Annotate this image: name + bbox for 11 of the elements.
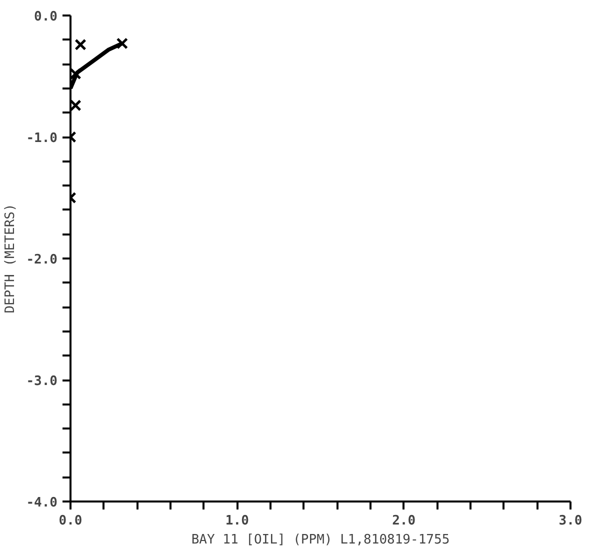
y-tick-label: -1.0 (26, 131, 58, 146)
x-axis-title: BAY 11 [OIL] (PPM) L1,810819-1755 (191, 532, 450, 548)
x-tick-label: 2.0 (392, 514, 416, 528)
x-tick-label: 1.0 (225, 514, 250, 528)
x-tick-label: 3.0 (558, 514, 582, 528)
x-tick-label: 0.0 (58, 514, 82, 528)
y-tick-label: 0.0 (34, 10, 58, 24)
y-tick-label: -2.0 (26, 252, 58, 268)
y-tick-label: -3.0 (26, 374, 58, 389)
y-tick-label: -4.0 (26, 496, 58, 510)
y-axis-title: DEPTH (METERS) (3, 204, 18, 314)
